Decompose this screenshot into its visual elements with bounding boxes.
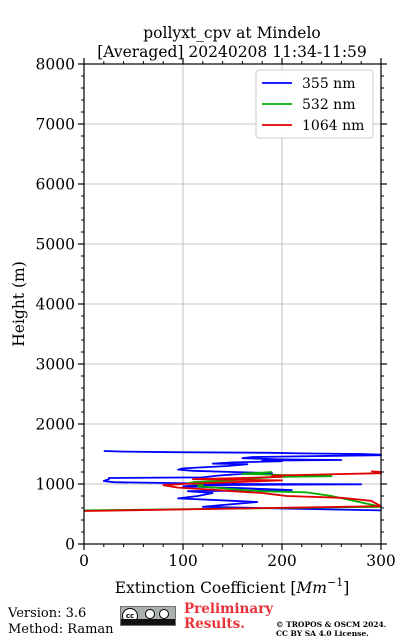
y-tick-label: 7000 [36, 116, 75, 134]
x-tick-label: 100 [168, 552, 198, 570]
version-text: Version: 3.6 [8, 606, 87, 621]
y-tick-label: 1000 [36, 476, 75, 494]
axis-ticks: 0 100 200 300010002000300040005000600070008… [36, 56, 396, 571]
y-tick-label: 8000 [36, 56, 75, 74]
x-axis-label-end: ] [343, 579, 349, 597]
y-tick-label: 2000 [36, 416, 75, 434]
method-text: Method: Raman [8, 622, 114, 637]
preliminary-line-2: Results. [184, 616, 245, 632]
x-tick-label: 0 [79, 552, 89, 570]
preliminary-notice: Preliminary Results. [184, 602, 273, 632]
chart-subtitle: [Averaged] 20240208 11:34-11:59 [97, 43, 367, 61]
legend-label-3: 1064 nm [302, 118, 364, 134]
copyright-line-1: © TROPOS & OSCM 2024. [276, 620, 387, 629]
legend: 355 nm 532 nm 1064 nm [255, 69, 374, 139]
badge-strip [121, 619, 175, 625]
sa-sharealike-icon [159, 609, 169, 619]
y-tick-label: 5000 [36, 236, 75, 254]
x-axis-label-unit: Mm [295, 579, 327, 597]
x-tick-label: 300 [366, 552, 396, 570]
preliminary-line-1: Preliminary [184, 601, 274, 617]
by-attribution-icon [145, 609, 155, 619]
y-tick-label: 0 [65, 536, 75, 554]
chart-title: pollyxt_cpv at Mindelo [143, 24, 321, 42]
y-tick-label: 6000 [36, 176, 75, 194]
x-tick-label: 200 [267, 552, 297, 570]
y-axis-label: Height (m) [10, 261, 28, 347]
legend-label-2: 532 nm [302, 97, 355, 113]
legend-label-1: 355 nm [302, 76, 355, 92]
grid [84, 64, 381, 544]
copyright-line-2: CC BY SA 4.0 License. [276, 629, 369, 638]
legend-box [255, 69, 374, 139]
series-lines [83, 450, 382, 512]
cc-by-sa-icon: cc [120, 606, 176, 626]
copyright-notice: © TROPOS & OSCM 2024. CC BY SA 4.0 Licen… [276, 620, 386, 638]
x-axis-label-exponent: −1 [327, 576, 343, 589]
x-axis-label: Extinction Coefficient [Mm−1] [115, 576, 350, 597]
y-tick-label: 4000 [36, 296, 75, 314]
series-line-3 [83, 470, 382, 512]
x-axis-label-text: Extinction Coefficient [ [115, 579, 297, 597]
y-tick-label: 3000 [36, 356, 75, 374]
